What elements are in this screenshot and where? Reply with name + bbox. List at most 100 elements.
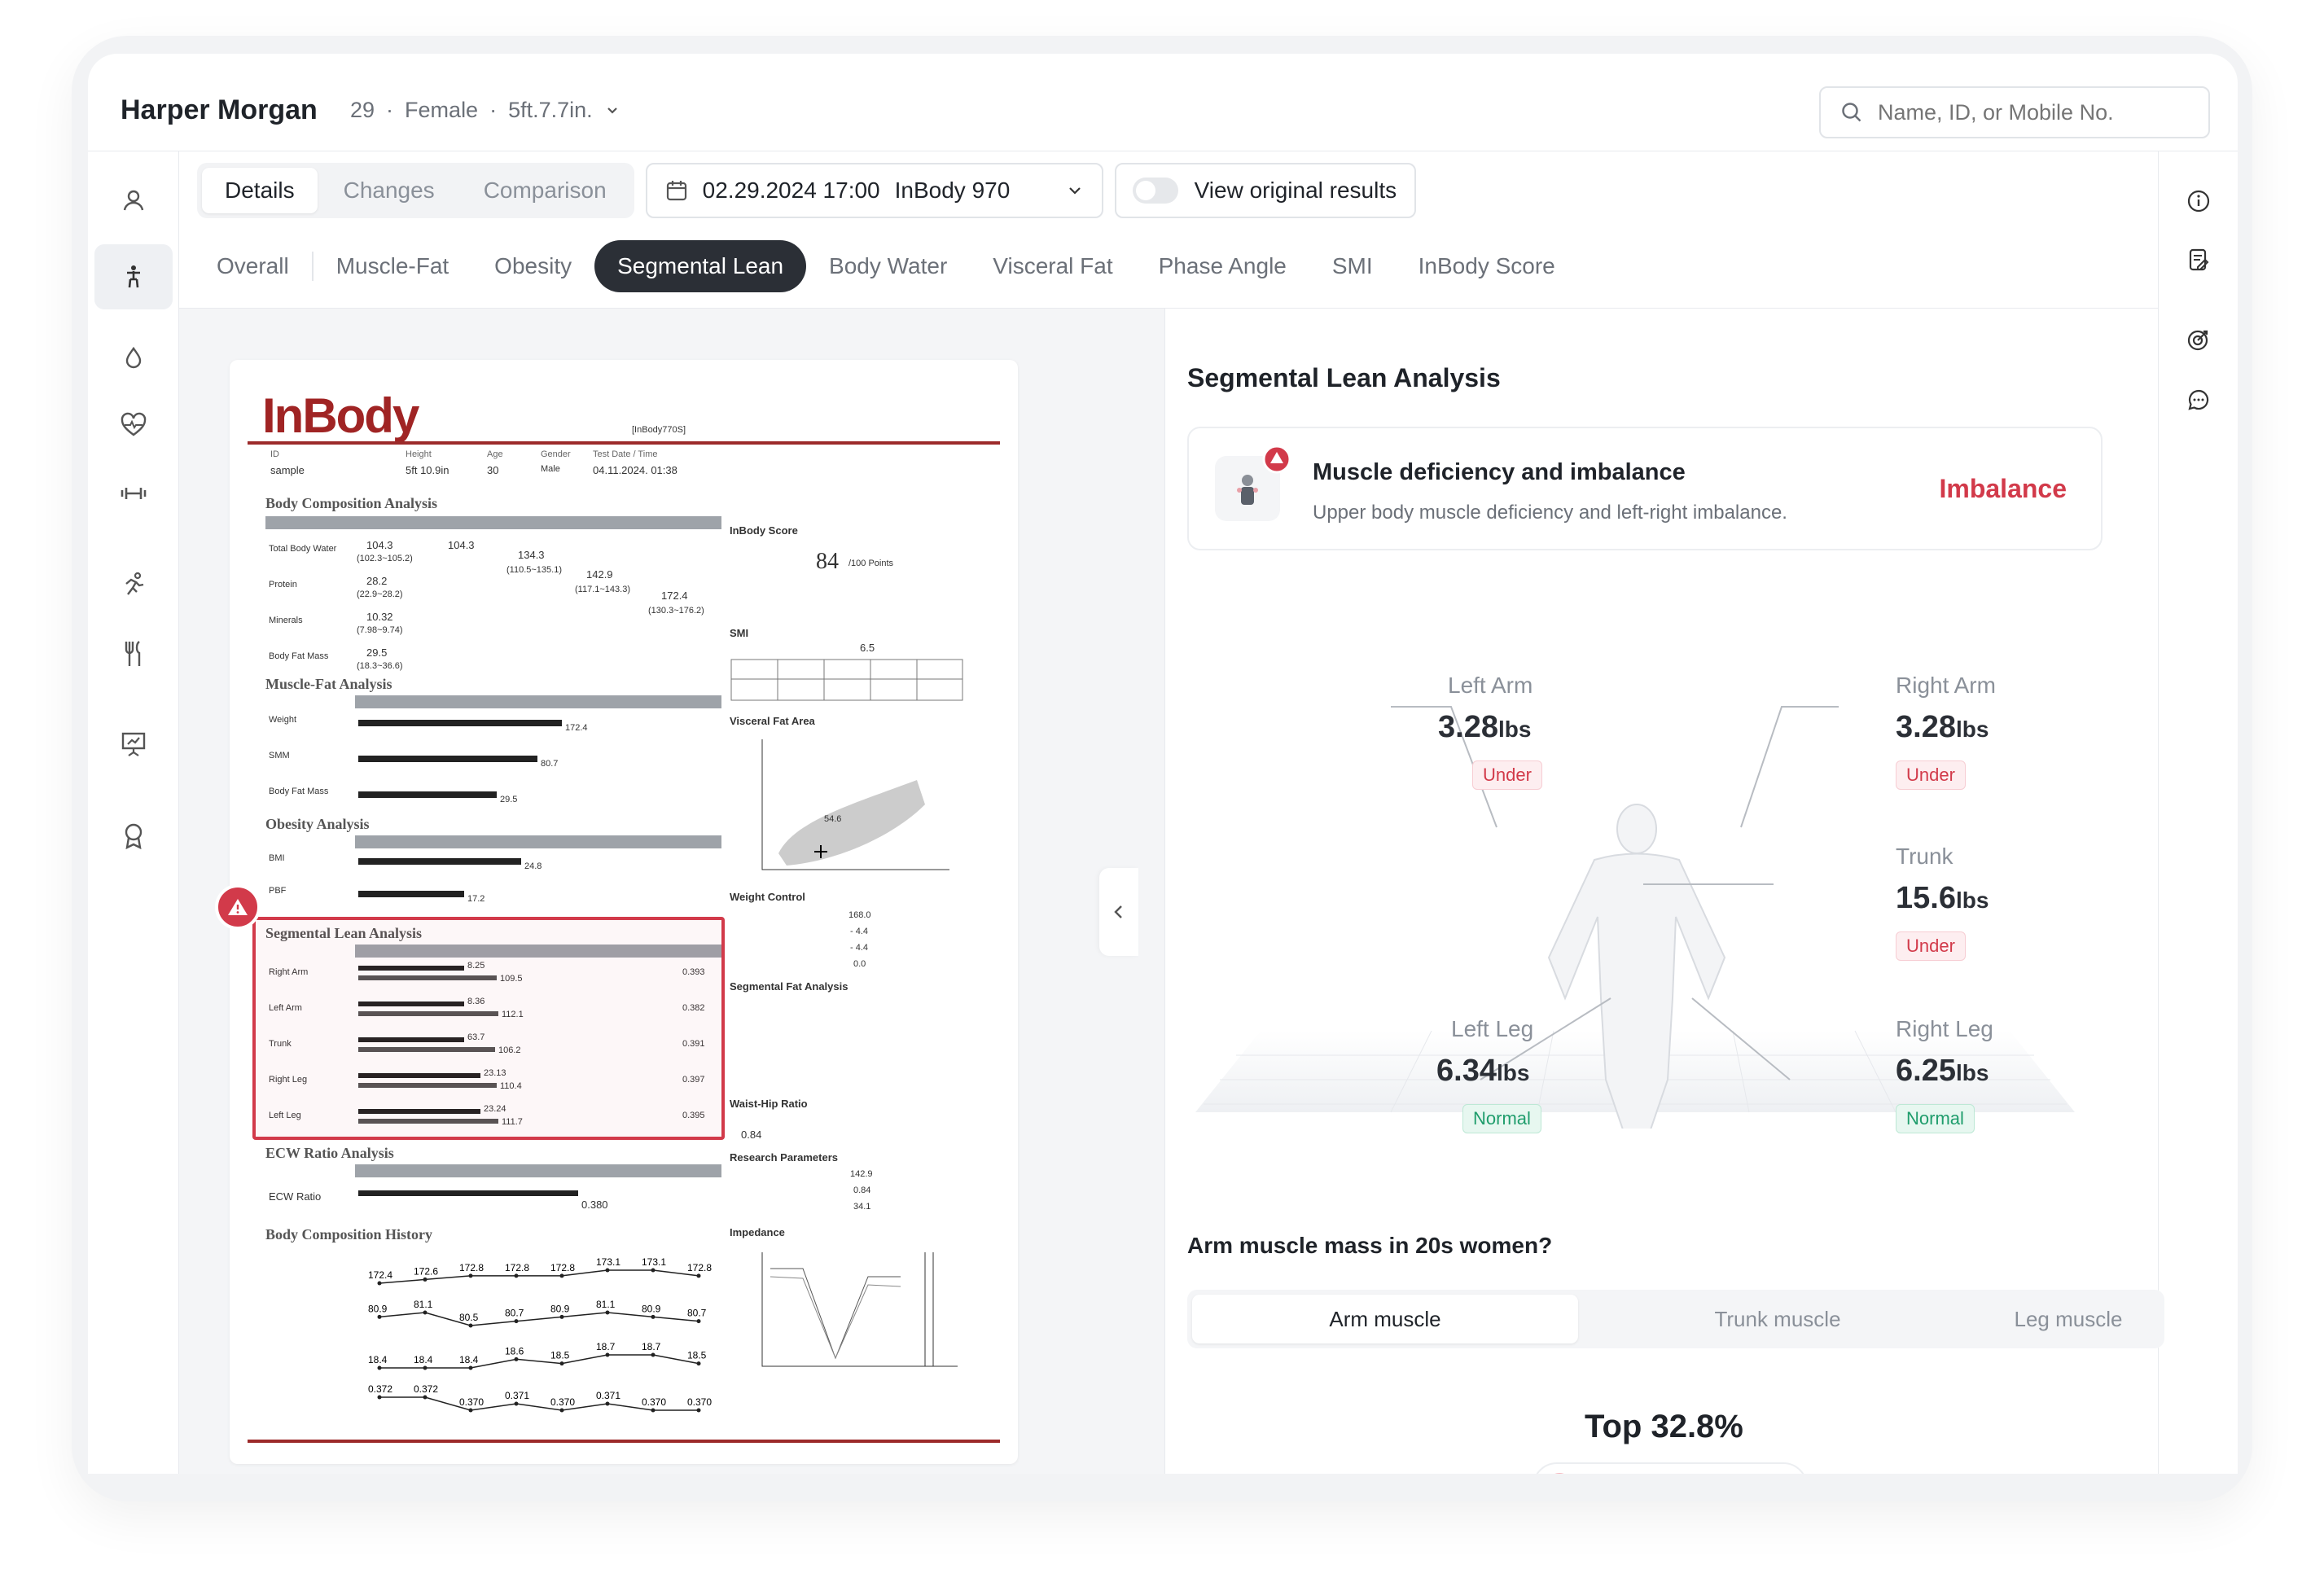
history-point bbox=[468, 1323, 473, 1328]
sla-row-value-b: 109.5 bbox=[500, 974, 523, 984]
user-icon bbox=[123, 190, 144, 211]
history-value: 18.5 bbox=[687, 1350, 707, 1361]
wc-muscle: 0.0 bbox=[853, 959, 866, 969]
section-sla: Segmental Lean Analysis bbox=[265, 925, 423, 941]
tab-obesity[interactable]: Obesity bbox=[494, 253, 572, 278]
chevron-left-icon bbox=[1114, 905, 1122, 918]
tab-trunk-muscle[interactable]: Trunk muscle bbox=[1714, 1306, 1841, 1331]
panel-divider bbox=[1164, 309, 1165, 1474]
history-value: 18.4 bbox=[414, 1354, 433, 1365]
sla-row-ecw: 0.393 bbox=[682, 967, 705, 977]
history-point bbox=[651, 1352, 656, 1357]
heart-pulse-icon bbox=[121, 412, 147, 436]
right-arm-number: 3.28 bbox=[1896, 710, 1956, 744]
nav-nutrition[interactable] bbox=[94, 620, 173, 686]
patient-meta[interactable]: 29 · Female · 5ft.7.7in. bbox=[350, 98, 620, 123]
history-point bbox=[605, 1268, 610, 1273]
tab-details[interactable]: Details bbox=[202, 168, 318, 213]
tab-visceral-fat[interactable]: Visceral Fat bbox=[993, 253, 1113, 278]
search-box[interactable] bbox=[1819, 86, 2210, 138]
wc-label: Weight Control bbox=[730, 891, 805, 903]
body-icon bbox=[127, 265, 140, 288]
smi-label: SMI bbox=[730, 627, 749, 639]
sla-row-bar bbox=[358, 1109, 480, 1114]
search-input[interactable] bbox=[1878, 99, 2187, 125]
toggle-switch[interactable] bbox=[1132, 178, 1178, 204]
tab-segmental-lean[interactable]: Segmental Lean bbox=[594, 240, 807, 292]
view-original-toggle[interactable]: View original results bbox=[1114, 163, 1416, 218]
nav-heart[interactable] bbox=[94, 392, 173, 458]
rp-waist: 34.1 bbox=[853, 1202, 871, 1212]
chat-button[interactable] bbox=[2178, 379, 2219, 420]
sla-row-value-a: 63.7 bbox=[467, 1032, 485, 1042]
history-value: 80.7 bbox=[687, 1308, 707, 1319]
history-value: 0.370 bbox=[687, 1396, 712, 1408]
nav-profile[interactable] bbox=[94, 168, 173, 233]
history-point bbox=[377, 1395, 382, 1400]
left-arm-status: Under bbox=[1472, 760, 1542, 790]
left-leg-number: 6.34 bbox=[1436, 1054, 1497, 1088]
analysis-title: Segmental Lean Analysis bbox=[1187, 363, 1501, 392]
history-value: 0.372 bbox=[368, 1383, 392, 1395]
history-value: 0.371 bbox=[505, 1390, 529, 1401]
history-value: 80.9 bbox=[642, 1303, 661, 1314]
history-line-weight bbox=[379, 1269, 699, 1284]
sla-row-bar bbox=[358, 1119, 498, 1124]
history-point bbox=[468, 1273, 473, 1278]
chevron-down-icon[interactable] bbox=[604, 103, 620, 119]
toolbar: Details Changes Comparison 02.29.2024 17… bbox=[197, 163, 1416, 218]
goal-button[interactable] bbox=[2178, 319, 2219, 360]
nav-water[interactable] bbox=[94, 326, 173, 391]
mfa-row-value: 172.4 bbox=[565, 723, 588, 733]
scale-header bbox=[355, 835, 721, 848]
tab-phase-angle[interactable]: Phase Angle bbox=[1158, 253, 1287, 278]
tab-muscle-fat[interactable]: Muscle-Fat bbox=[335, 253, 449, 278]
warning-marker[interactable] bbox=[215, 884, 261, 930]
sla-row-label: Trunk bbox=[269, 1039, 292, 1049]
notes-button[interactable] bbox=[2178, 239, 2219, 280]
nav-body[interactable] bbox=[94, 244, 173, 309]
dumbbell-icon bbox=[121, 488, 147, 499]
bca-row-range: (102.3~105.2) bbox=[357, 554, 413, 563]
oba-row-label: PBF bbox=[269, 886, 287, 896]
divider bbox=[179, 308, 2158, 309]
test-select[interactable]: 02.29.2024 17:00 InBody 970 bbox=[645, 163, 1103, 218]
tab-arm-muscle[interactable]: Arm muscle bbox=[1192, 1295, 1578, 1343]
wc-weight: - 4.4 bbox=[850, 927, 869, 936]
right-leg-label: Right Leg bbox=[1896, 1016, 1993, 1041]
gender-value: Male bbox=[541, 464, 560, 474]
nav-exercise[interactable] bbox=[94, 461, 173, 526]
tab-changes[interactable]: Changes bbox=[343, 178, 435, 203]
right-arm-status: Under bbox=[1896, 760, 1966, 790]
bca-row-range: (22.9~28.2) bbox=[357, 590, 403, 599]
imp-label: Impedance bbox=[730, 1226, 785, 1238]
oba-row-label: BMI bbox=[269, 853, 285, 863]
collapse-panel-button[interactable] bbox=[1099, 868, 1138, 956]
nav-award[interactable] bbox=[94, 803, 173, 868]
sla-row-ecw: 0.382 bbox=[682, 1003, 705, 1013]
history-point bbox=[514, 1273, 519, 1278]
sla-row-label: Right Leg bbox=[269, 1075, 308, 1085]
history-value: 0.370 bbox=[550, 1396, 575, 1408]
sla-row-bar bbox=[358, 975, 497, 980]
whr-label: Waist-Hip Ratio bbox=[730, 1098, 808, 1110]
mfa-row-value: 29.5 bbox=[500, 795, 518, 804]
tab-overall[interactable]: Overall bbox=[217, 253, 289, 278]
info-button[interactable] bbox=[2178, 181, 2219, 221]
tab-leg-muscle[interactable]: Leg muscle bbox=[2014, 1306, 2123, 1331]
mfa-row-bar bbox=[358, 791, 497, 798]
tab-smi[interactable]: SMI bbox=[1331, 253, 1373, 278]
tab-body-water[interactable]: Body Water bbox=[829, 253, 948, 278]
patient-name: Harper Morgan bbox=[121, 94, 318, 125]
muscle-tabs: Arm muscle Trunk muscle Leg muscle bbox=[1187, 1290, 2164, 1348]
tab-comparison[interactable]: Comparison bbox=[483, 178, 607, 203]
id-value: sample bbox=[270, 464, 305, 476]
left-arm-number: 3.28 bbox=[1438, 710, 1498, 744]
tab-inbody-score[interactable]: InBody Score bbox=[1418, 253, 1555, 278]
history-point bbox=[468, 1365, 473, 1370]
nav-presentation[interactable] bbox=[94, 712, 173, 777]
patient-age: 29 bbox=[350, 98, 375, 122]
gender-label: Gender bbox=[541, 449, 571, 459]
nav-activity[interactable] bbox=[94, 552, 173, 617]
history-point bbox=[423, 1365, 428, 1370]
